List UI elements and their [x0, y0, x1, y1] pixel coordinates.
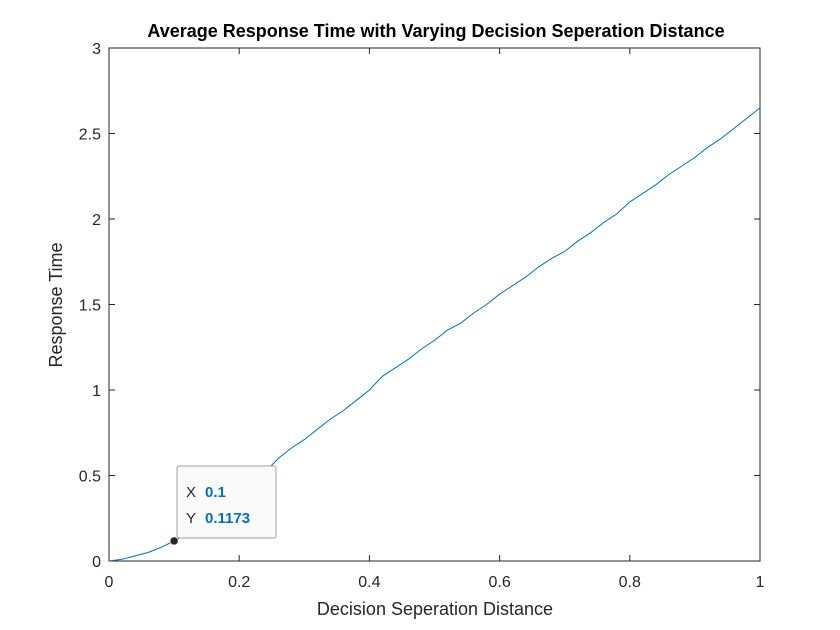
- data-tip-box: [176, 465, 277, 539]
- y-tick-label: 2.5: [79, 127, 101, 144]
- x-tick-label: 0.2: [228, 574, 250, 591]
- y-axis: 0 0.5 1 1.5 2 2.5 3: [79, 41, 760, 571]
- y-tick-label: 1: [92, 383, 101, 400]
- y-tick-label: 2: [92, 212, 101, 229]
- y-tick-label: 3: [92, 41, 101, 58]
- x-tick-label: 0: [105, 574, 114, 591]
- chart-title: Average Response Time with Varying Decis…: [147, 21, 724, 41]
- y-tick-label: 1.5: [79, 298, 101, 315]
- x-axis: 0 0.2 0.4 0.6 0.8 1: [105, 48, 765, 591]
- x-axis-label: Decision Seperation Distance: [317, 599, 553, 619]
- x-tick-label: 0.8: [619, 574, 641, 591]
- data-tip[interactable]: X 0.1 Y 0.1173: [169, 465, 277, 546]
- data-tip-y-value: 0.1173: [205, 510, 250, 527]
- data-tip-y-key: Y: [186, 510, 196, 527]
- y-tick-label: 0.5: [79, 469, 101, 486]
- y-axis-label: Response Time: [46, 242, 66, 367]
- x-tick-label: 0.4: [358, 574, 380, 591]
- x-tick-label: 0.6: [488, 574, 510, 591]
- y-tick-label: 0: [92, 554, 101, 571]
- x-tick-label: 1: [756, 574, 765, 591]
- data-tip-marker[interactable]: [169, 536, 179, 546]
- data-tip-x-key: X: [186, 484, 196, 501]
- data-tip-x-value: 0.1: [205, 484, 226, 501]
